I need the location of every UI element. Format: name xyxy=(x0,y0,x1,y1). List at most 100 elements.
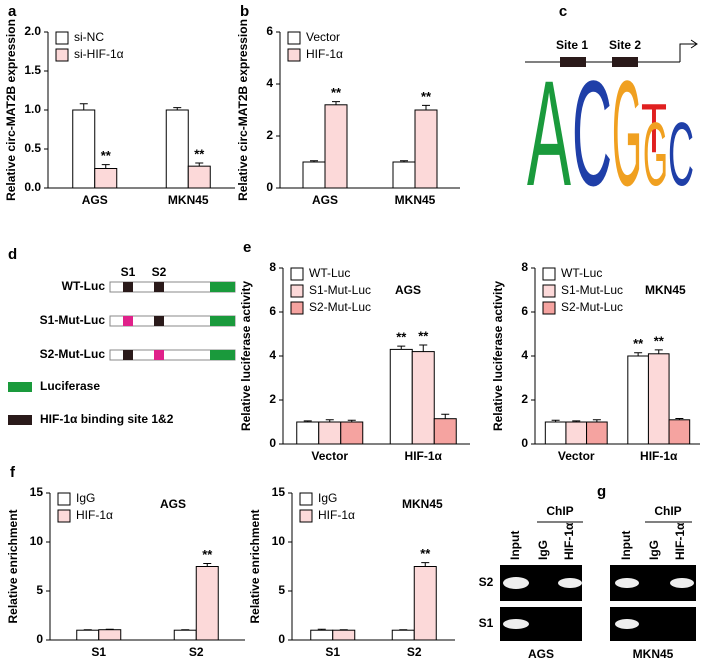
error-bar xyxy=(551,419,560,422)
error-bar xyxy=(79,103,88,110)
x-tick-label: AGS xyxy=(82,193,108,207)
legend-swatch xyxy=(57,509,71,523)
site-label: S1 xyxy=(121,265,136,279)
error-bar xyxy=(572,420,581,422)
legend-swatch xyxy=(8,415,32,425)
legend-label: HIF-1α xyxy=(76,508,113,522)
bar xyxy=(324,104,348,189)
y-tick-label: 0 xyxy=(278,632,285,646)
legend-label: HIF-1α xyxy=(306,47,343,61)
x-tick-label: MKN45 xyxy=(395,193,436,207)
y-tick-label: 1.5 xyxy=(24,63,41,77)
logo-letter: T xyxy=(641,89,667,167)
band xyxy=(615,578,639,588)
error-bar xyxy=(421,562,430,567)
error-bar xyxy=(195,162,204,167)
significance: ** xyxy=(633,336,644,351)
error-bar xyxy=(101,164,110,169)
band xyxy=(558,578,582,588)
significance: ** xyxy=(194,146,205,161)
bar xyxy=(433,418,457,445)
site-box xyxy=(560,57,586,67)
legend-swatch xyxy=(542,267,556,281)
site-box xyxy=(154,282,164,292)
significance: ** xyxy=(654,333,665,348)
y-tick-label: 0.5 xyxy=(24,141,41,155)
y-axis-label: Relative luciferase activity xyxy=(239,281,253,431)
y-tick-label: 4 xyxy=(269,348,276,362)
error-bar xyxy=(441,413,450,419)
x-tick-label: S1 xyxy=(91,645,106,659)
legend-label: HIF-1α binding site 1&2 xyxy=(40,412,174,426)
error-bar xyxy=(325,419,334,422)
y-axis-label: Relative enrichment xyxy=(248,509,262,623)
legend-label: IgG xyxy=(76,491,95,505)
y-tick-label: 10 xyxy=(30,534,44,548)
annotation: MKN45 xyxy=(645,283,686,297)
y-tick-label: 2 xyxy=(266,128,273,142)
bar xyxy=(411,351,435,445)
lane-label: Input xyxy=(508,531,522,560)
lane-label: IgG xyxy=(536,540,550,560)
lane-label: IgG xyxy=(647,540,661,560)
x-tick-label: S2 xyxy=(407,645,422,659)
annotation: AGS xyxy=(395,283,421,297)
legend-swatch xyxy=(287,31,301,45)
construct-name: WT-Luc xyxy=(62,279,106,293)
error-bar xyxy=(654,349,663,354)
site-box xyxy=(123,350,133,360)
tss-arrow xyxy=(679,39,698,62)
lane-label: HIF-1α xyxy=(673,522,687,560)
mutant-site-box xyxy=(123,316,133,326)
significance: ** xyxy=(101,148,112,163)
error-bar xyxy=(400,160,408,162)
y-tick-label: 6 xyxy=(521,304,528,318)
panel-letter: b xyxy=(240,3,249,20)
y-tick-label: 8 xyxy=(269,260,276,274)
chip-header: ChIP xyxy=(654,504,681,518)
x-tick-label: S2 xyxy=(189,645,204,659)
luciferase-box xyxy=(210,350,235,360)
y-tick-label: 6 xyxy=(269,304,276,318)
construct-name: S2-Mut-Luc xyxy=(40,347,106,361)
bar xyxy=(586,421,608,445)
x-tick-label: S1 xyxy=(325,645,340,659)
logo-letter: G xyxy=(643,105,668,205)
y-axis-label: Relative circ-MAT2B expression xyxy=(4,19,18,201)
y-tick-label: 0 xyxy=(36,632,43,646)
bar xyxy=(627,355,649,445)
band xyxy=(615,619,639,629)
logo-letter: G xyxy=(612,49,642,217)
bar xyxy=(302,161,326,189)
band xyxy=(503,619,529,629)
legend-swatch xyxy=(542,284,556,298)
panel-letter: g xyxy=(597,483,606,500)
legend-label: Luciferase xyxy=(40,379,100,393)
luciferase-box xyxy=(210,316,235,326)
legend-label: IgG xyxy=(318,491,337,505)
y-tick-label: 10 xyxy=(272,534,286,548)
x-tick-label: Vector xyxy=(558,449,595,463)
bar xyxy=(98,629,122,641)
band xyxy=(670,578,694,588)
error-bar xyxy=(347,419,356,422)
bar xyxy=(414,109,438,189)
lane-label: Input xyxy=(619,531,633,560)
legend-swatch xyxy=(299,509,313,523)
legend-swatch xyxy=(290,267,304,281)
legend-label: si-NC xyxy=(74,30,104,44)
y-tick-label: 2 xyxy=(269,392,276,406)
bar xyxy=(389,348,413,445)
error-bar xyxy=(310,160,318,162)
y-tick-label: 5 xyxy=(278,583,285,597)
legend-swatch xyxy=(542,301,556,315)
mutant-site-box xyxy=(154,350,164,360)
annotation: AGS xyxy=(160,497,186,511)
y-axis-label: Relative luciferase activity xyxy=(491,281,505,431)
bar xyxy=(318,421,342,445)
error-bar xyxy=(303,420,312,422)
y-tick-label: 0 xyxy=(266,180,273,194)
panel-letter: d xyxy=(8,246,17,263)
motif-panel: c Site 1 Site 2 A C G T G C xyxy=(525,3,698,217)
y-tick-label: 0 xyxy=(269,436,276,450)
